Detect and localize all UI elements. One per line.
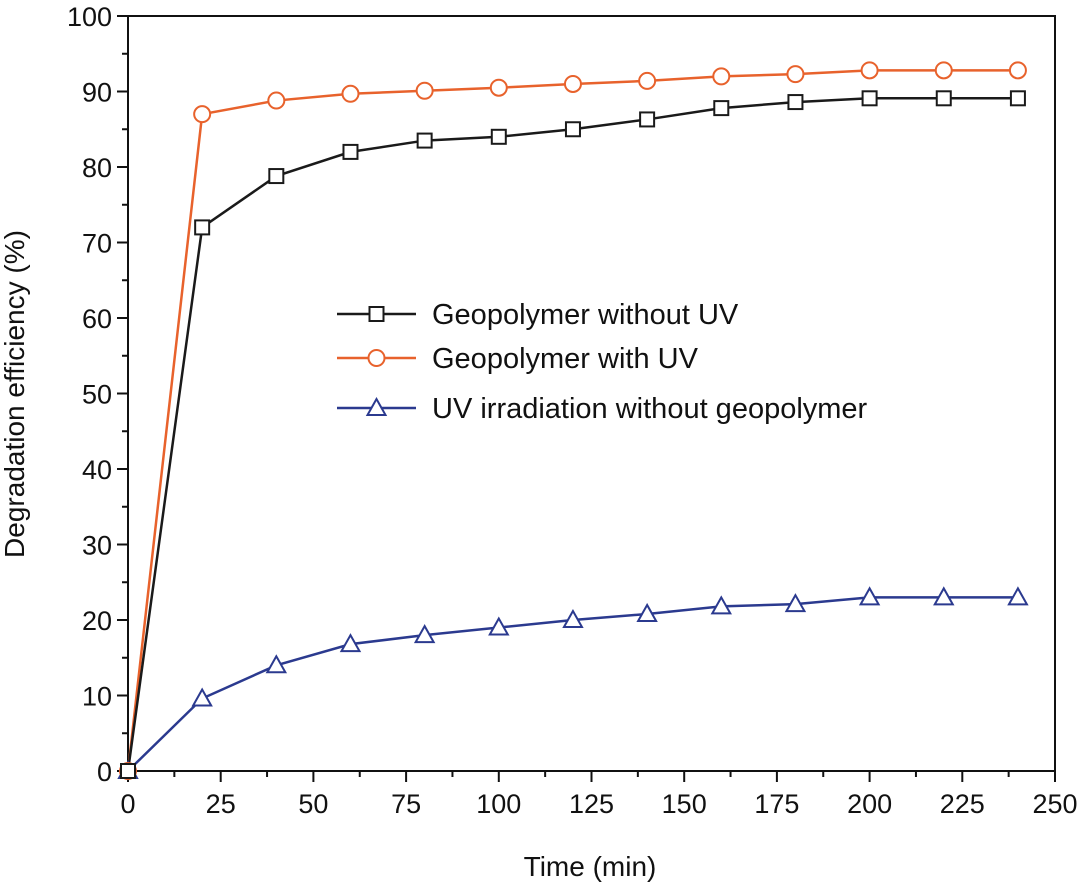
x-tick-label: 100 xyxy=(476,789,521,819)
legend-marker-3 xyxy=(365,396,388,416)
y-tick-label: 10 xyxy=(82,682,112,712)
series-1-point xyxy=(713,100,730,117)
x-axis-label: Time (min) xyxy=(524,851,657,882)
series-3-point xyxy=(265,654,288,674)
x-tick-label: 75 xyxy=(391,789,421,819)
ticks: 0 25 50 75 100 125 150 175 200 225 250 0 10 20 30 40 50 6… xyxy=(67,2,1078,819)
series-3-point xyxy=(933,586,955,606)
series-3-point xyxy=(710,595,732,615)
y-tick-label: 0 xyxy=(97,757,112,787)
series-3-point xyxy=(784,593,807,613)
series-1-point xyxy=(787,94,804,111)
series-line-1 xyxy=(126,97,1018,772)
legend-marker-1 xyxy=(368,306,385,322)
series-layer xyxy=(117,61,1029,780)
series-1-point xyxy=(1009,90,1026,107)
series-1-point xyxy=(861,90,878,107)
x-tick-label: 50 xyxy=(298,789,328,819)
y-tick-label: 70 xyxy=(82,229,112,259)
series-3-point xyxy=(636,602,658,622)
x-tick-label: 225 xyxy=(940,789,985,819)
legend-marker-2 xyxy=(367,349,386,367)
series-1-point xyxy=(416,132,433,149)
series-3-point xyxy=(1007,586,1029,606)
series-1-point xyxy=(564,121,581,138)
legend-label-2: Geopolymer with UV xyxy=(432,343,699,375)
y-tick-label: 80 xyxy=(82,153,112,183)
x-tick-label: 175 xyxy=(754,789,799,819)
series-3-point xyxy=(488,616,510,636)
series-1-point xyxy=(490,128,507,145)
series-1-point xyxy=(120,763,136,779)
x-tick-label: 200 xyxy=(847,789,892,819)
x-tick-label: 0 xyxy=(120,789,135,819)
series-1-point xyxy=(935,90,952,107)
series-2-point xyxy=(712,67,731,86)
y-axis-label: Degradation efficiency (%) xyxy=(0,230,30,558)
series-2-point xyxy=(638,71,657,90)
series-3-point xyxy=(339,633,362,653)
series-3-point xyxy=(562,608,584,628)
series-2-point xyxy=(193,105,212,124)
series-2-point xyxy=(786,65,805,84)
series-1-point xyxy=(268,168,285,185)
y-tick-label: 30 xyxy=(82,531,112,561)
y-tick-label: 60 xyxy=(82,304,112,334)
series-2-point xyxy=(489,78,508,97)
y-tick-label: 100 xyxy=(67,2,112,32)
series-1-point xyxy=(194,219,211,236)
series-3-point xyxy=(858,586,881,606)
series-1-point xyxy=(342,143,359,160)
series-2-point xyxy=(1008,61,1027,80)
x-tick-label: 250 xyxy=(1032,789,1077,819)
y-tick-label: 50 xyxy=(82,380,112,410)
legend-label-1: Geopolymer without UV xyxy=(432,299,739,331)
series-2-point xyxy=(267,91,286,110)
series-2-point xyxy=(563,74,582,93)
series-2-point xyxy=(860,61,879,80)
x-tick-label: 150 xyxy=(662,789,707,819)
series-1-point xyxy=(639,111,656,128)
y-tick-label: 40 xyxy=(82,455,112,485)
y-tick-label: 20 xyxy=(82,606,112,636)
x-tick-label: 25 xyxy=(206,789,236,819)
legend-label-3: UV irradiation without geopolymer xyxy=(432,393,868,425)
series-2-point xyxy=(934,61,953,80)
y-tick-label: 90 xyxy=(82,78,112,108)
x-tick-label: 125 xyxy=(569,789,614,819)
series-3-point xyxy=(413,624,436,644)
series-2-point xyxy=(415,81,434,100)
legend: Geopolymer without UV Geopolymer with UV U… xyxy=(337,299,868,425)
series-3-point xyxy=(191,687,213,707)
series-2-point xyxy=(341,84,360,103)
